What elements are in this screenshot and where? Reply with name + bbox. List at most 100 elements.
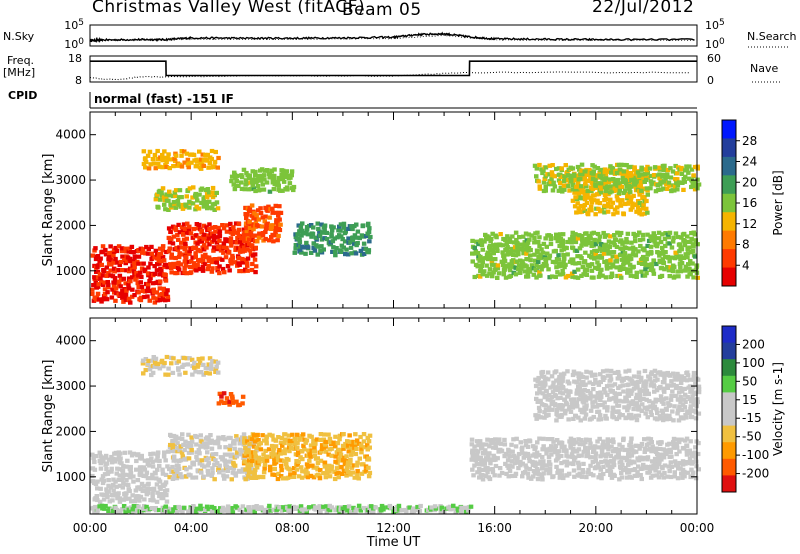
power-panel-cell <box>185 157 191 162</box>
power-panel-cell <box>595 198 600 203</box>
velocity-panel-cell <box>578 392 583 397</box>
velocity-panel-cell <box>171 469 176 474</box>
velocity-panel-cell <box>161 364 166 369</box>
velocity-panel-cell <box>680 389 685 394</box>
velocity-panel-cell <box>628 412 634 417</box>
velocity-panel-cell <box>650 444 655 449</box>
power-panel-cell <box>244 181 250 186</box>
velocity-panel-cell <box>556 455 561 460</box>
velocity-panel-cell <box>671 418 676 423</box>
velocity-panel-cell <box>513 444 519 449</box>
velocity-panel-cell <box>201 464 207 469</box>
power-panel-cell <box>209 269 215 274</box>
power-panel-cell <box>197 222 202 227</box>
velocity-panel-cell <box>348 461 353 466</box>
power-panel-cell <box>128 259 133 264</box>
velocity-panel-cell <box>625 447 630 452</box>
power-panel-cell <box>333 253 338 258</box>
power-panel-cell <box>668 175 674 180</box>
power-panel-cell <box>163 207 168 212</box>
power-panel-cell <box>616 181 621 186</box>
power-panel-cell <box>274 210 279 215</box>
velocity-panel-cell <box>496 440 501 446</box>
power-panel-cell <box>152 264 157 269</box>
power-panel-cell <box>518 258 523 263</box>
power-panel-cell <box>145 271 151 276</box>
power-panel-cell <box>636 249 641 254</box>
power-panel-cell <box>591 169 596 174</box>
power-panel-cell <box>593 176 598 181</box>
power-panel-cell <box>474 239 479 244</box>
power-panel-cell <box>169 236 174 241</box>
velocity-panel-cell <box>550 384 555 389</box>
power-panel-cell <box>252 252 258 257</box>
power-panel-cell <box>595 260 600 265</box>
power-panel-cell <box>205 152 210 157</box>
power-panel-cell <box>108 255 113 260</box>
velocity-panel-cell <box>488 438 493 443</box>
velocity-panel-cell <box>357 456 362 461</box>
velocity-panel-cell <box>472 463 477 468</box>
velocity-panel-cell <box>201 441 207 446</box>
power-panel-cell <box>681 187 686 192</box>
velocity-panel-cell <box>415 504 420 510</box>
power-panel-cell <box>631 174 636 179</box>
power-panel-cell <box>243 178 249 183</box>
power-panel-cell <box>157 164 162 169</box>
power-panel-cell <box>270 206 275 211</box>
power-panel-cell <box>202 243 207 248</box>
power-panel-cell <box>207 222 212 227</box>
velocity-panel-cell <box>480 477 486 482</box>
velocity-panel-cell <box>680 459 686 464</box>
power-panel-cell <box>495 263 501 268</box>
velocity-panel-cell <box>660 418 666 423</box>
power-panel-cell <box>639 261 645 266</box>
power-panel-cell <box>178 204 183 209</box>
velocity-panel-cell <box>476 443 481 448</box>
velocity-panel-cell <box>156 477 162 482</box>
velocity-panel-cell <box>570 401 576 406</box>
velocity-panel-cell <box>300 469 305 474</box>
velocity-panel-cell <box>624 475 630 480</box>
power-panel-colorbar-title: Power [dB] <box>771 170 785 235</box>
velocity-panel-xtick-label: 00:00 <box>73 521 108 535</box>
velocity-panel-cell <box>580 468 586 473</box>
velocity-panel-cell <box>199 458 205 463</box>
power-panel-cell <box>657 258 662 263</box>
velocity-panel-cell <box>181 355 187 361</box>
velocity-panel-cell <box>116 477 121 482</box>
power-panel-cell <box>218 244 223 249</box>
power-panel-cell <box>597 234 603 239</box>
velocity-panel-cell <box>221 435 226 440</box>
power-panel-cell <box>249 213 255 218</box>
velocity-panel-cell <box>358 508 364 513</box>
velocity-panel-cell <box>209 508 215 514</box>
power-panel-cell <box>276 183 281 188</box>
velocity-panel-cell <box>588 393 593 398</box>
power-panel-cell <box>507 236 513 241</box>
velocity-panel-cell <box>193 369 198 374</box>
power-panel-cell <box>642 195 647 200</box>
velocity-panel-cell <box>574 391 579 396</box>
velocity-panel-cell <box>212 477 217 482</box>
velocity-panel-cell <box>155 361 161 367</box>
power-panel-cell <box>162 155 168 160</box>
velocity-panel-cell <box>658 446 663 452</box>
power-panel-cell <box>160 186 166 191</box>
power-panel-cell <box>502 258 508 263</box>
power-panel-colorbar-seg <box>722 138 736 158</box>
power-panel-cell <box>220 257 225 262</box>
velocity-panel-cell <box>170 370 176 375</box>
power-panel-cell <box>691 275 696 280</box>
power-panel-cell <box>330 239 336 244</box>
power-panel-cell <box>162 202 167 207</box>
velocity-panel-cell <box>142 497 147 502</box>
power-panel-cell <box>126 276 132 281</box>
velocity-panel-cell <box>302 437 307 442</box>
velocity-panel-cell <box>254 448 259 453</box>
power-panel-cell <box>601 251 607 256</box>
velocity-panel-xtick-label: 00:00 <box>680 521 715 535</box>
velocity-panel-cell <box>139 509 144 514</box>
power-panel-cell <box>548 179 554 184</box>
velocity-panel-cell <box>178 444 184 449</box>
